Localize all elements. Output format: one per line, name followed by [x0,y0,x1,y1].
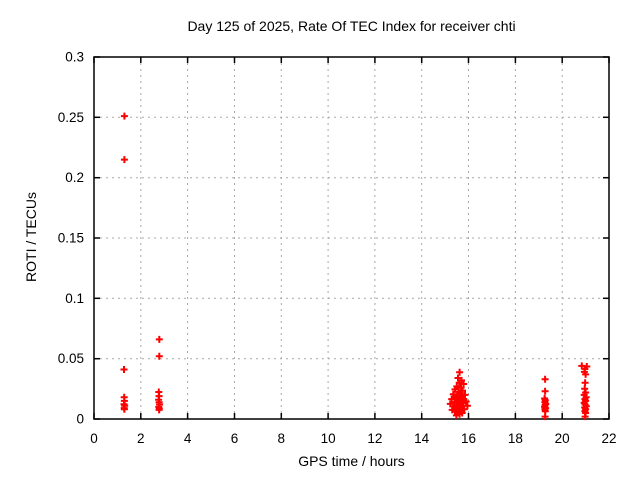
x-tick-label: 16 [461,431,476,446]
x-tick-labels: 0 2 4 6 8 10 12 14 16 18 20 22 [90,431,616,446]
y-tick-label: 0 [76,412,84,427]
y-tick-label: 0.3 [65,50,84,65]
gridlines [94,57,609,419]
y-tick-label: 0.25 [58,110,84,125]
x-tick-label: 22 [601,431,616,446]
y-tick-label: 0.2 [65,170,84,185]
x-tick-label: 12 [367,431,382,446]
x-tick-label: 2 [137,431,145,446]
data-points [120,112,591,421]
y-tick-label: 0.05 [58,351,84,366]
plot-border [93,56,610,420]
axis-ticks [93,56,610,420]
x-tick-label: 4 [184,431,192,446]
x-tick-label: 20 [555,431,570,446]
x-tick-label: 14 [414,431,430,446]
x-tick-label: 8 [278,431,286,446]
y-tick-label: 0.15 [58,231,84,246]
y-tick-labels: 0 0.05 0.1 0.15 0.2 0.25 0.3 [58,50,84,427]
x-tick-label: 6 [231,431,239,446]
y-tick-label: 0.1 [65,291,84,306]
chart-title: Day 125 of 2025, Rate Of TEC Index for r… [187,18,516,34]
x-axis-label: GPS time / hours [298,453,405,469]
x-tick-label: 0 [90,431,98,446]
x-tick-label: 10 [321,431,336,446]
x-tick-label: 18 [508,431,523,446]
